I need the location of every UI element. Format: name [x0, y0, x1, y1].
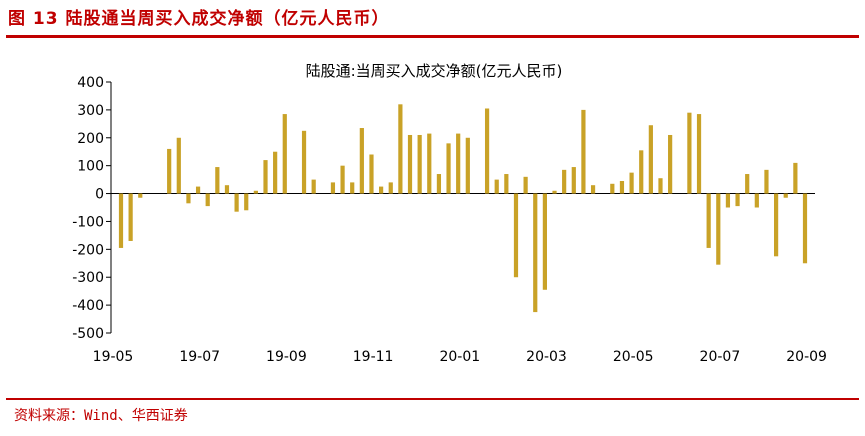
x-tick-label: 19-07 — [179, 349, 220, 365]
bar — [456, 133, 461, 194]
bar — [774, 193, 779, 257]
bar — [369, 154, 374, 194]
bar — [745, 174, 750, 194]
x-tick-label: 19-09 — [266, 349, 307, 365]
bar — [696, 114, 702, 194]
bar — [504, 174, 509, 194]
bar — [244, 193, 249, 211]
bar — [417, 134, 422, 194]
bar — [725, 193, 731, 208]
bar — [350, 182, 355, 194]
bar — [793, 162, 798, 194]
bar — [273, 151, 278, 194]
chart-bars — [118, 104, 808, 313]
bar — [301, 130, 307, 194]
y-tick-label: 200 — [77, 131, 104, 147]
bar — [764, 169, 769, 194]
bar — [215, 167, 220, 194]
bar — [754, 193, 759, 208]
bar — [590, 185, 596, 194]
bar — [619, 181, 625, 194]
bar — [186, 193, 191, 204]
bar — [552, 190, 557, 194]
bar — [195, 186, 201, 194]
bar — [128, 193, 133, 241]
source-note: 资料来源：Wind、华西证券 — [14, 408, 188, 424]
bar — [648, 125, 653, 194]
y-tick-label: 0 — [95, 187, 104, 203]
bar — [167, 148, 172, 194]
bar — [311, 179, 316, 194]
bar — [427, 133, 432, 194]
chart-title: 陆股通:当周买入成交净额(亿元人民币) — [306, 62, 563, 80]
bar — [484, 108, 490, 194]
bar — [735, 193, 740, 207]
bar — [436, 174, 442, 194]
bar — [687, 112, 692, 194]
bar — [330, 182, 336, 194]
x-tick-labels: 19-05 19-07 19-09 19-11 20-01 20-03 20-05 20-07… — [93, 349, 827, 365]
y-tick-label: 400 — [77, 75, 104, 91]
bar — [234, 193, 239, 212]
figure-title: 图 13 陆股通当周买入成交净额（亿元人民币） — [8, 9, 390, 29]
bar — [118, 193, 124, 248]
x-tick-label: 19-11 — [353, 349, 394, 365]
bar — [513, 193, 519, 278]
bar — [494, 179, 499, 194]
y-tick-label: -100 — [72, 214, 104, 230]
bar — [668, 134, 673, 194]
bar — [253, 190, 258, 194]
x-tick-label: 20-03 — [526, 349, 567, 365]
y-tick-labels: 400 300 200 100 0 -100 -200 -300 -400 -500 — [72, 75, 104, 342]
bar — [571, 167, 576, 194]
y-tick-label: -400 — [72, 298, 104, 314]
y-tick-label: -500 — [72, 326, 104, 342]
x-tick-label: 20-05 — [613, 349, 654, 365]
bar — [138, 193, 143, 198]
bar — [716, 193, 721, 265]
x-tick-label: 19-05 — [93, 349, 134, 365]
bar — [359, 128, 364, 194]
y-tick-label: 300 — [77, 103, 104, 119]
bar — [176, 137, 181, 194]
bar — [802, 193, 808, 264]
bar — [465, 137, 470, 194]
bar — [533, 193, 538, 313]
source-divider — [6, 398, 859, 400]
x-tick-label: 20-01 — [439, 349, 480, 365]
x-tick-label: 20-07 — [700, 349, 741, 365]
bar — [706, 193, 711, 248]
bar — [224, 185, 230, 194]
title-divider — [6, 35, 859, 38]
bar — [398, 104, 403, 194]
bar — [562, 169, 567, 194]
x-tick-label: 20-09 — [786, 349, 827, 365]
bar — [542, 193, 547, 290]
bar — [282, 114, 287, 194]
bar — [629, 172, 634, 194]
bar — [388, 182, 393, 194]
bar — [523, 176, 528, 194]
bar — [407, 134, 413, 194]
y-tick-label: -200 — [72, 242, 104, 258]
bar — [379, 186, 384, 194]
bar — [205, 193, 210, 207]
bar — [639, 150, 644, 194]
y-tick-label: -300 — [72, 270, 104, 286]
bar — [446, 143, 451, 194]
bar — [610, 183, 615, 194]
bar — [263, 160, 268, 194]
bar — [581, 109, 586, 194]
bar — [783, 193, 788, 198]
bar — [658, 178, 663, 194]
bar — [340, 165, 345, 194]
y-tick-label: 100 — [77, 159, 104, 175]
